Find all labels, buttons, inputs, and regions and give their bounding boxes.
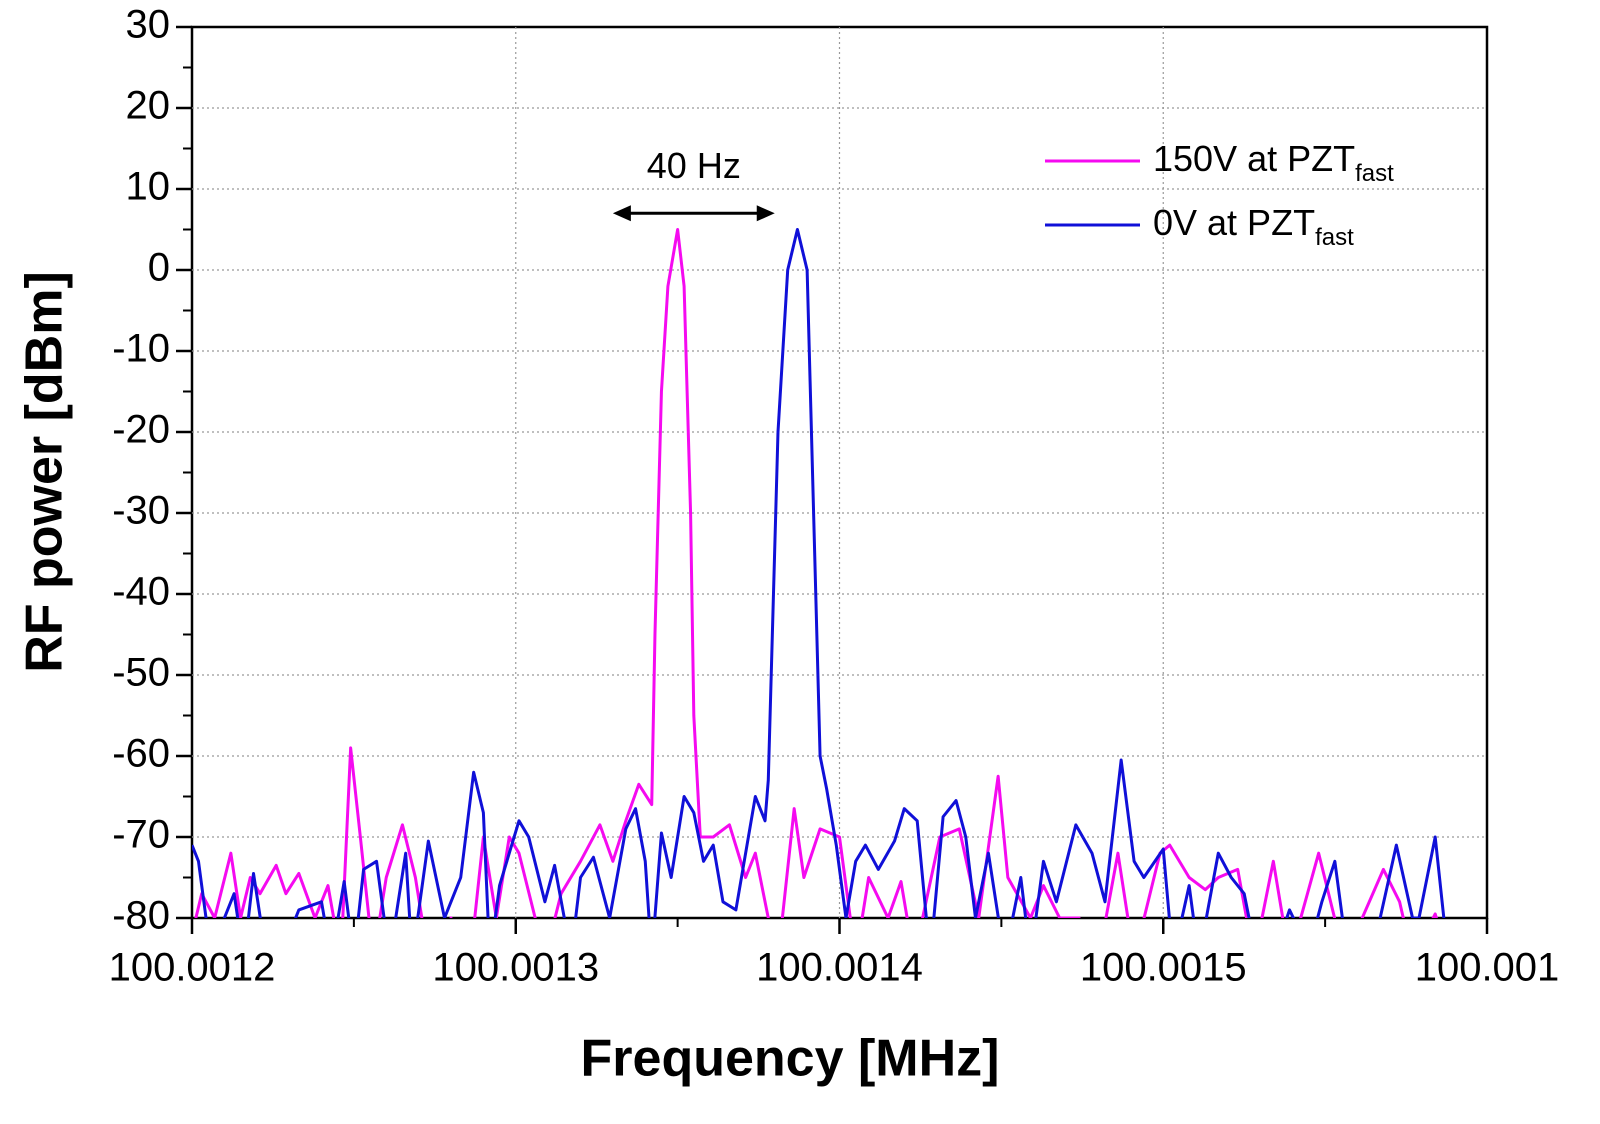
arrow-head bbox=[756, 205, 775, 222]
y-tick-label: -80 bbox=[112, 894, 170, 938]
x-tick-label: 100.001 bbox=[1415, 946, 1560, 990]
legend-name: 0V at PZT bbox=[1153, 202, 1315, 243]
x-tick-label: 100.0014 bbox=[756, 946, 923, 990]
y-tick-label: 10 bbox=[126, 165, 171, 209]
y-tick-label: -20 bbox=[112, 408, 170, 452]
x-axis-title: Frequency [MHz] bbox=[581, 1030, 1000, 1088]
y-tick-label: -60 bbox=[112, 732, 170, 776]
series-line bbox=[194, 228, 1438, 918]
legend-subscript: fast bbox=[1355, 160, 1394, 187]
legend-label: 0V at PZTfast bbox=[1153, 202, 1354, 252]
legend-name: 150V at PZT bbox=[1153, 138, 1355, 179]
y-tick-label: 20 bbox=[126, 84, 171, 128]
y-tick-label: 30 bbox=[126, 3, 171, 47]
annotation-label: 40 Hz bbox=[647, 145, 741, 186]
x-tick-label: 100.0015 bbox=[1080, 946, 1247, 990]
legend-label: 150V at PZTfast bbox=[1153, 138, 1394, 188]
arrow-head bbox=[612, 205, 631, 222]
y-tick-label: -30 bbox=[112, 489, 170, 533]
legend-subscript: fast bbox=[1315, 224, 1354, 251]
x-tick-label: 100.0012 bbox=[109, 946, 276, 990]
y-tick-label: -50 bbox=[112, 651, 170, 695]
grid bbox=[192, 27, 1487, 918]
y-tick-label: -40 bbox=[112, 570, 170, 614]
series-line bbox=[192, 228, 1446, 918]
x-tick-label: 100.0013 bbox=[432, 946, 599, 990]
series-group bbox=[192, 228, 1446, 918]
y-tick-label: -70 bbox=[112, 813, 170, 857]
y-tick-label: 0 bbox=[148, 246, 170, 290]
y-axis-title: RF power [dBm] bbox=[16, 271, 74, 673]
y-tick-label: -10 bbox=[112, 327, 170, 371]
